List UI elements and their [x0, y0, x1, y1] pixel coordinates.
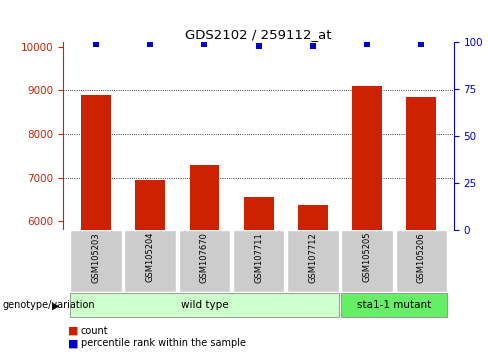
Text: GSM105206: GSM105206: [417, 232, 426, 282]
Bar: [189, 165, 219, 230]
Text: GSM107712: GSM107712: [308, 232, 317, 283]
Point: [363, 41, 371, 47]
Point: [201, 41, 208, 47]
Bar: [341, 293, 447, 317]
Bar: [135, 180, 165, 230]
Text: ■: ■: [68, 326, 79, 336]
Bar: [352, 86, 382, 230]
Bar: [396, 230, 447, 292]
Text: genotype/variation: genotype/variation: [2, 300, 95, 310]
Bar: [244, 198, 274, 230]
Point: [309, 44, 317, 49]
Point: [146, 41, 154, 47]
Title: GDS2102 / 259112_at: GDS2102 / 259112_at: [185, 28, 332, 41]
Bar: [233, 230, 285, 292]
Point: [92, 41, 100, 47]
Bar: [70, 293, 339, 317]
Text: percentile rank within the sample: percentile rank within the sample: [81, 338, 245, 348]
Bar: [81, 95, 111, 230]
Text: ▶: ▶: [52, 300, 60, 310]
Bar: [287, 230, 339, 292]
Text: count: count: [81, 326, 108, 336]
Bar: [407, 97, 436, 230]
Bar: [124, 230, 176, 292]
Text: GSM105204: GSM105204: [146, 232, 155, 282]
Bar: [341, 230, 393, 292]
Text: ■: ■: [68, 338, 79, 348]
Text: sta1-1 mutant: sta1-1 mutant: [357, 300, 431, 310]
Bar: [298, 205, 328, 230]
Text: GSM107670: GSM107670: [200, 232, 209, 283]
Text: GSM107711: GSM107711: [254, 232, 263, 283]
Text: wild type: wild type: [181, 300, 228, 310]
Text: GSM105205: GSM105205: [363, 232, 371, 282]
Point: [417, 41, 425, 47]
Bar: [179, 230, 230, 292]
Bar: [70, 230, 122, 292]
Point: [255, 44, 263, 49]
Text: GSM105203: GSM105203: [91, 232, 101, 282]
